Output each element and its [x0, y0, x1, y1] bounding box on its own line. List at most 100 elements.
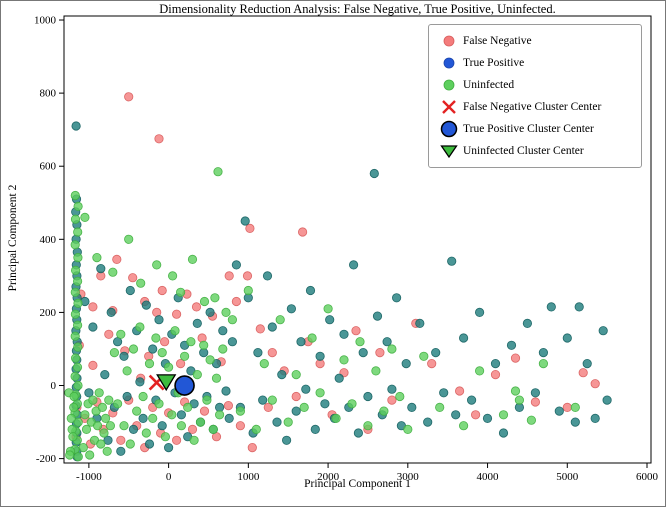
x-tick-label: 2000: [317, 471, 340, 483]
scatter-point: [100, 369, 110, 380]
scatter-point: [301, 384, 311, 394]
y-tick-label: 0: [51, 380, 57, 392]
scatter-point: [73, 342, 83, 352]
scatter-point: [210, 293, 220, 303]
scatter-point: [530, 388, 541, 398]
scatter-point: [164, 442, 174, 453]
scatter-point: [258, 395, 268, 405]
scatter-point: [215, 410, 225, 420]
scatter-point: [526, 415, 537, 425]
scatter-point: [375, 347, 385, 358]
scatter-point: [213, 167, 223, 177]
scatter-point: [562, 333, 572, 343]
scatter-point: [379, 406, 389, 416]
scatter-point: [80, 410, 90, 420]
x-tick-label: 6000: [636, 471, 659, 483]
x-tick-label: 0: [166, 471, 172, 483]
scatter-point: [267, 322, 277, 332]
scatter-point: [530, 397, 541, 407]
scatter-point: [124, 234, 134, 244]
scatter-point: [447, 256, 457, 266]
scatter-point: [199, 406, 210, 416]
scatter-point: [218, 344, 228, 354]
scatter-point: [195, 417, 206, 427]
scatter-point: [205, 307, 215, 317]
scatter-point: [262, 271, 273, 281]
scatter-point: [231, 260, 241, 270]
scatter-point: [439, 388, 449, 398]
scatter-point: [310, 424, 320, 434]
y-tick-label: 600: [40, 161, 57, 173]
scatter-point: [172, 435, 182, 445]
scatter-point: [590, 413, 600, 423]
scatter-point: [113, 399, 123, 409]
scatter-point: [157, 347, 167, 358]
scatter-point: [387, 395, 397, 405]
scatter-point: [168, 271, 178, 281]
scatter-point: [96, 263, 106, 274]
scatter-point: [128, 344, 139, 354]
scatter-point: [570, 417, 580, 427]
y-tick-label: 200: [40, 307, 57, 319]
scatter-point: [205, 355, 215, 365]
scatter-point: [154, 315, 164, 325]
scatter-point: [598, 326, 608, 336]
scatter-point: [221, 386, 231, 396]
scatter-point: [431, 347, 441, 358]
scatter-point: [538, 358, 549, 369]
x-axis-ticks: -1000 0 1000 2000 3000 4000 5000 6000: [76, 463, 659, 483]
scatter-point: [590, 379, 600, 389]
scatter-point: [109, 347, 120, 358]
scatter-series-uninfected: [64, 167, 580, 462]
green-triangle-down-icon: [435, 143, 463, 159]
scatter-point: [470, 410, 481, 420]
scatter-point: [363, 421, 373, 431]
scatter-point: [93, 421, 103, 431]
scatter-point: [148, 344, 158, 354]
scatter-point: [315, 351, 325, 361]
scatter-point: [451, 410, 461, 420]
scatter-point: [187, 254, 198, 264]
scatter-point: [510, 386, 521, 396]
scatter-point: [164, 362, 174, 372]
scatter-point: [267, 395, 277, 405]
x-tick-label: 5000: [556, 471, 579, 483]
scatter-point: [355, 337, 365, 347]
scatter-point: [395, 391, 405, 402]
scatter-point: [283, 417, 293, 427]
scatter-point: [70, 190, 80, 201]
scatter-point: [128, 424, 139, 434]
scatter-point: [247, 442, 257, 453]
scatter-point: [80, 212, 90, 222]
scatter-point: [73, 380, 83, 391]
scatter-point: [578, 368, 588, 378]
scatter-point: [144, 358, 155, 369]
y-tick-label: 800: [40, 88, 57, 100]
scatter-point: [372, 311, 383, 321]
scatter-point: [141, 428, 151, 438]
x-tick-label: 3000: [397, 471, 420, 483]
scatter-point: [267, 347, 277, 358]
legend-label: True Positive: [463, 57, 525, 69]
scatter-point: [70, 214, 81, 224]
scatter-point: [427, 358, 437, 369]
scatter-point: [277, 369, 287, 380]
scatter-point: [116, 329, 126, 339]
scatter-point: [358, 347, 368, 358]
scatter-point: [176, 421, 186, 431]
scatter-point: [331, 413, 341, 423]
scatter-point: [187, 424, 198, 434]
scatter-point: [102, 446, 112, 456]
legend-label: False Negative Cluster Center: [463, 101, 602, 113]
scatter-point: [138, 391, 148, 402]
scatter-point: [148, 413, 158, 423]
scatter-point: [192, 369, 202, 380]
x-tick-label: 1000: [237, 471, 260, 483]
scatter-point: [243, 285, 253, 296]
scatter-point: [73, 276, 83, 286]
scatter-point: [351, 326, 361, 336]
scatter-point: [183, 402, 193, 412]
scatter-point: [101, 413, 111, 423]
scatter-point: [73, 253, 83, 263]
